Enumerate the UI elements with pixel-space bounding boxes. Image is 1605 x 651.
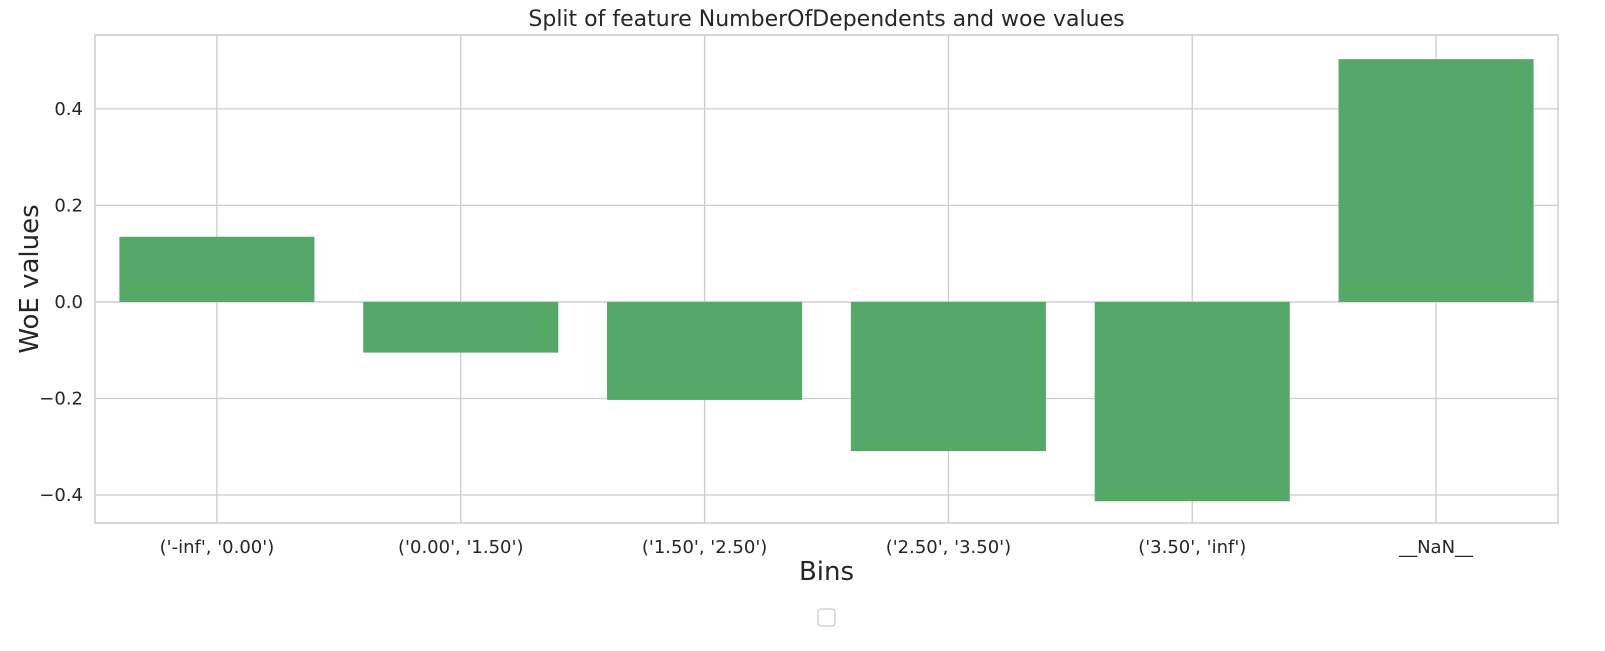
y-tick-label: 0.0 xyxy=(54,292,83,313)
x-tick-label: ('2.50', '3.50') xyxy=(886,537,1011,558)
y-axis-label: WoE values xyxy=(15,204,45,353)
x-tick-label: ('3.50', 'inf') xyxy=(1138,537,1246,558)
y-tick-label: 0.2 xyxy=(54,195,83,216)
y-tick-label: −0.2 xyxy=(39,388,83,409)
legend-box xyxy=(817,608,836,627)
y-tick-label: 0.4 xyxy=(54,99,83,120)
plot-frame xyxy=(94,34,1559,524)
bar xyxy=(850,301,1046,452)
x-tick-label: ('1.50', '2.50') xyxy=(642,537,767,558)
bar xyxy=(363,301,559,353)
bar xyxy=(607,301,803,400)
x-tick-label: __NaN__ xyxy=(1398,537,1474,558)
chart-title: Split of feature NumberOfDependents and … xyxy=(528,7,1124,32)
bar xyxy=(1338,59,1534,302)
bars xyxy=(119,59,1534,502)
x-tick-label: ('0.00', '1.50') xyxy=(398,537,523,558)
bar xyxy=(119,236,315,302)
y-tick-label: −0.4 xyxy=(39,485,83,506)
x-axis-label: Bins xyxy=(799,557,854,587)
bar xyxy=(1094,301,1290,502)
tick-labels: −0.4 −0.2 0.0 0.2 0.4 ('-inf', '0.00') ('0.00'… xyxy=(39,99,1474,558)
x-tick-label: ('-inf', '0.00') xyxy=(160,537,275,558)
